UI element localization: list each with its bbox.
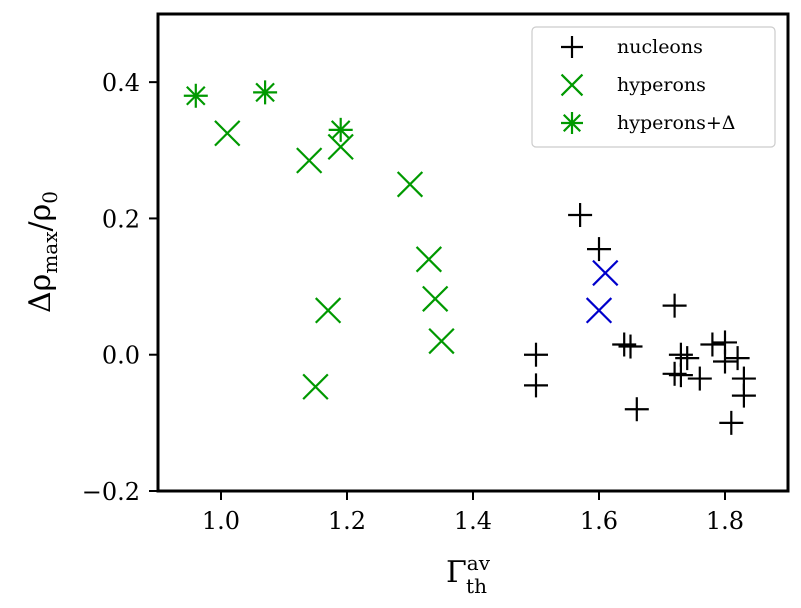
- legend-label: hyperons: [617, 74, 706, 96]
- plus-data-point: [662, 361, 687, 386]
- legend-marker: [561, 112, 583, 134]
- legend-label: nucleons: [617, 36, 703, 58]
- asterisk-data-point: [328, 117, 353, 142]
- x-data-point: [314, 297, 342, 324]
- data-points: [183, 80, 756, 435]
- plus-data-point: [568, 203, 593, 228]
- x-tick-label: 1.0: [202, 507, 240, 535]
- plus-data-point: [700, 332, 725, 357]
- plus-data-point: [675, 346, 700, 371]
- plus-data-point: [668, 363, 693, 388]
- series-nucleons: [524, 203, 756, 435]
- asterisk-data-point: [253, 80, 278, 105]
- y-axis-ticks: −0.2 0.0 0.2 0.4: [82, 69, 158, 506]
- plus-data-point: [713, 349, 737, 374]
- plus-data-point: [524, 373, 548, 398]
- legend-label: hyperons+Δ: [617, 112, 736, 134]
- x-data-point: [302, 373, 329, 400]
- x-tick-label: 1.2: [328, 507, 366, 535]
- y-tick-label: 0.0: [102, 342, 140, 370]
- plus-data-point: [587, 237, 611, 262]
- plus-data-point: [668, 342, 693, 367]
- plus-data-point: [624, 397, 649, 422]
- x-data-point: [592, 259, 619, 287]
- axis-labels: Γav th Δρmax/ρ0: [23, 191, 491, 598]
- series-hyperons-: [183, 80, 353, 142]
- y-tick-label: 0.2: [102, 205, 140, 233]
- plus-data-point: [725, 346, 750, 371]
- plus-data-point: [618, 334, 643, 359]
- x-tick-label: 1.4: [454, 507, 492, 535]
- plus-data-point: [662, 293, 687, 318]
- plus-data-point: [719, 410, 744, 435]
- series-hyperons: [214, 120, 455, 400]
- plus-data-point: [612, 332, 637, 357]
- plus-data-point: [731, 383, 756, 408]
- plus-data-point: [524, 342, 548, 367]
- x-tick-label: 1.6: [580, 507, 618, 535]
- x-data-point: [214, 120, 241, 147]
- legend: nucleons hyperons hyperons+Δ: [531, 26, 776, 148]
- x-data-point: [428, 327, 455, 355]
- legend-box: [531, 26, 776, 148]
- plus-data-point: [687, 366, 712, 391]
- x-tick-label: 1.8: [706, 507, 744, 535]
- y-tick-label: −0.2: [82, 478, 140, 506]
- x-data-point: [585, 297, 613, 324]
- y-axis-label: Δρmax/ρ0: [23, 191, 62, 313]
- legend-marker: [561, 36, 583, 58]
- asterisk-data-point: [183, 83, 208, 108]
- series-unlabeled: [585, 259, 619, 324]
- y-tick-label: 0.4: [102, 69, 140, 97]
- x-axis-ticks: 1.0 1.2 1.4 1.6 1.8: [202, 491, 744, 535]
- legend-marker: [560, 73, 584, 97]
- x-data-point: [415, 246, 443, 273]
- x-data-point: [296, 147, 323, 174]
- x-data-point: [396, 171, 424, 198]
- x-data-point: [422, 285, 449, 312]
- x-axis-label: Γav th: [446, 551, 491, 598]
